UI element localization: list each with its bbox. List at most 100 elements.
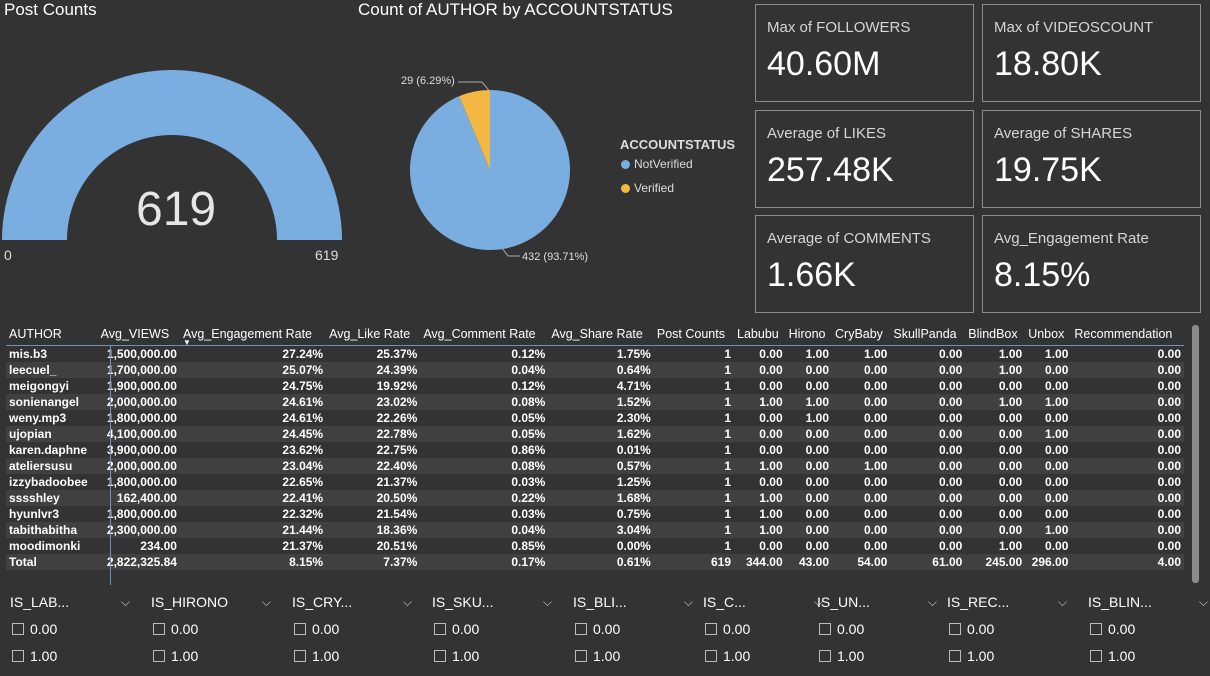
column-header[interactable]: Unbox [1025,323,1072,346]
kpi-card-avg-engagement[interactable]: Avg_Engagement Rate 8.15% [982,215,1201,313]
kpi-card-max-videoscount[interactable]: Max of VIDEOSCOUNT 18.80K [982,4,1201,102]
slicer[interactable]: IS_REC... ⌵ 0.00 1.00 [947,594,1067,664]
slicer-option[interactable]: 1.00 [12,648,130,664]
table-row[interactable]: mis.b3 1,500,000.00 27.24% 25.37% 0.12% 1.75%… [6,346,1184,363]
slicer[interactable]: IS_CRY... ⌵ 0.00 1.00 [292,594,412,664]
table-scrollbar[interactable] [1192,325,1199,583]
checkbox-icon[interactable] [153,650,165,662]
table-row[interactable]: leecuel_ 1,700,000.00 25.07% 24.39% 0.04% 0.6… [6,362,1184,378]
column-header[interactable]: Post Counts [653,323,735,346]
column-header[interactable]: Avg_Engagement Rate ▼ [179,323,327,347]
kpi-card-avg-likes[interactable]: Average of LIKES 257.48K [755,110,974,208]
slicer-option[interactable]: 1.00 [705,648,823,664]
slicer[interactable]: IS_LAB... ⌵ 0.00 1.00 [10,594,130,664]
slicer-header[interactable]: IS_HIRONO ⌵ [151,594,271,610]
table-row[interactable]: sonienangel 2,000,000.00 24.61% 23.02% 0.08%… [6,394,1184,410]
table-row[interactable]: karen.daphne 3,900,000.00 23.62% 22.75% 0.86… [6,442,1184,458]
checkbox-icon[interactable] [12,650,24,662]
slicer-option[interactable]: 0.00 [819,621,937,637]
checkbox-icon[interactable] [575,623,587,635]
slicer[interactable]: IS_SKU... ⌵ 0.00 1.00 [432,594,552,664]
checkbox-icon[interactable] [434,650,446,662]
column-header[interactable]: BlindBox [965,323,1026,346]
slicer-option[interactable]: 1.00 [819,648,937,664]
slicer[interactable]: IS_HIRONO ⌵ 0.00 1.00 [151,594,271,664]
slicer-option[interactable]: 0.00 [294,621,412,637]
slicer-header[interactable]: IS_LAB... ⌵ [10,594,130,610]
slicer-option[interactable]: 1.00 [1090,648,1208,664]
slicer-option[interactable]: 1.00 [434,648,552,664]
checkbox-icon[interactable] [819,623,831,635]
slicer-header[interactable]: IS_BLIN... ⌵ [1088,594,1208,610]
slicer-header[interactable]: IS_C... ⌵ [703,594,823,610]
slicer-option[interactable]: 1.00 [294,648,412,664]
slicer-header[interactable]: IS_BLI... ⌵ [573,594,693,610]
column-header[interactable]: AUTHOR [6,323,98,346]
checkbox-icon[interactable] [12,623,24,635]
column-header[interactable]: Hirono [785,323,832,346]
column-header[interactable]: Recommendation [1071,323,1184,346]
slicer-option[interactable]: 1.00 [949,648,1067,664]
checkbox-icon[interactable] [1090,650,1102,662]
checkbox-icon[interactable] [294,623,306,635]
checkbox-icon[interactable] [575,650,587,662]
chevron-down-icon[interactable]: ⌵ [1057,594,1067,609]
slicer-option[interactable]: 0.00 [12,621,130,637]
checkbox-icon[interactable] [1090,623,1102,635]
checkbox-icon[interactable] [434,623,446,635]
column-header[interactable]: Avg_Like Rate [326,323,421,346]
checkbox-icon[interactable] [153,623,165,635]
table-row[interactable]: ujopian 4,100,000.00 24.45% 22.78% 0.05% 1.62… [6,426,1184,442]
column-header[interactable]: Avg_VIEWS [97,323,180,346]
slicer-header[interactable]: IS_SKU... ⌵ [432,594,552,610]
slicer-header[interactable]: IS_CRY... ⌵ [292,594,412,610]
chevron-down-icon[interactable]: ⌵ [1198,594,1208,609]
table-row[interactable]: weny.mp3 1,800,000.00 24.61% 22.26% 0.05% 2.3… [6,410,1184,426]
chevron-down-icon[interactable]: ⌵ [683,594,693,609]
table-row[interactable]: moodimonki 234.00 21.37% 20.51% 0.85% 0.00% 1 0… [6,538,1184,554]
slicer-option[interactable]: 1.00 [153,648,271,664]
author-table[interactable]: AUTHOR Avg_VIEWS Avg_Engagement Rate ▼ Avg_L… [6,323,1184,570]
legend-item-notverified[interactable]: NotVerified [621,157,693,171]
table-row[interactable]: meigongyi 1,900,000.00 24.75% 19.92% 0.12% 4.… [6,378,1184,394]
checkbox-icon[interactable] [949,623,961,635]
slicer[interactable]: IS_C... ⌵ 0.00 1.00 [703,594,823,664]
table-row[interactable]: tabithabitha 2,300,000.00 21.44% 18.36% 0.04… [6,522,1184,538]
checkbox-icon[interactable] [949,650,961,662]
slicer-option[interactable]: 0.00 [705,621,823,637]
slicer-option[interactable]: 0.00 [434,621,552,637]
kpi-card-max-followers[interactable]: Max of FOLLOWERS 40.60M [755,4,974,102]
table-row[interactable]: izzybadoobee 1,800,000.00 22.65% 21.37% 0.03… [6,474,1184,490]
table-row[interactable]: ateliersusu 2,000,000.00 23.04% 22.40% 0.08%… [6,458,1184,474]
gauge-chart[interactable] [0,60,345,240]
chevron-down-icon[interactable]: ⌵ [261,594,271,609]
pie-slice-verified[interactable] [459,90,490,170]
slicer[interactable]: IS_UN... ⌵ 0.00 1.00 [817,594,937,664]
chevron-down-icon[interactable]: ⌵ [927,594,937,609]
column-header[interactable]: CryBaby [832,323,891,346]
legend-item-verified[interactable]: Verified [621,181,674,195]
checkbox-icon[interactable] [294,650,306,662]
chevron-down-icon[interactable]: ⌵ [542,594,552,609]
table-row[interactable]: sssshley 162,400.00 22.41% 20.50% 0.22% 1.68%… [6,490,1184,506]
table-row[interactable]: hyunlvr3 1,800,000.00 22.32% 21.54% 0.03% 0.7… [6,506,1184,522]
chevron-down-icon[interactable]: ⌵ [120,594,130,609]
slicer-option[interactable]: 0.00 [1090,621,1208,637]
slicer-option[interactable]: 0.00 [575,621,693,637]
pie-chart[interactable] [400,80,580,260]
chevron-down-icon[interactable]: ⌵ [402,594,412,609]
scrollbar-thumb[interactable] [1192,325,1199,583]
slicer-option[interactable]: 1.00 [575,648,693,664]
slicer[interactable]: IS_BLIN... ⌵ 0.00 1.00 [1088,594,1208,664]
kpi-card-avg-comments[interactable]: Average of COMMENTS 1.66K [755,215,974,313]
slicer-option[interactable]: 0.00 [153,621,271,637]
checkbox-icon[interactable] [705,623,717,635]
chevron-down-icon[interactable]: ⌵ [813,594,823,609]
column-header[interactable]: SkullPanda [890,323,966,346]
slicer-header[interactable]: IS_REC... ⌵ [947,594,1067,610]
checkbox-icon[interactable] [705,650,717,662]
column-header[interactable]: Avg_Share Rate [548,323,654,346]
column-header[interactable]: Avg_Comment Rate [420,323,549,346]
slicer-option[interactable]: 0.00 [949,621,1067,637]
column-header[interactable]: Labubu [734,323,786,346]
